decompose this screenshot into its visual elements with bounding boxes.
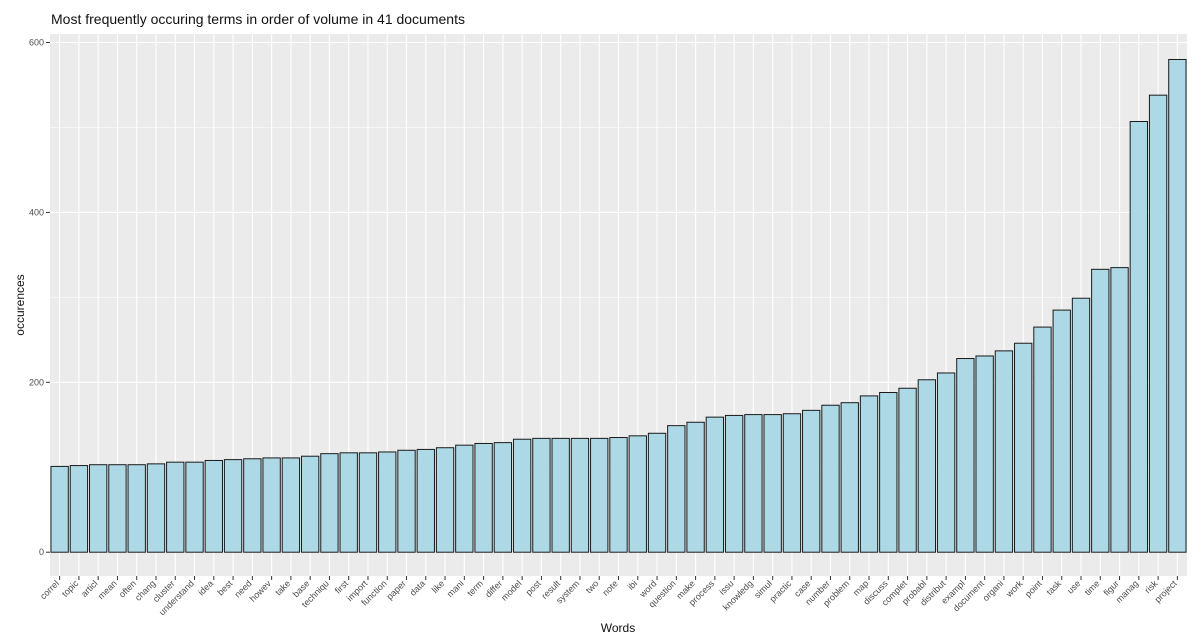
bar-often xyxy=(127,464,146,553)
x-tick-label: paper xyxy=(385,578,408,601)
bar-note xyxy=(609,437,628,553)
bar-issu xyxy=(724,414,744,553)
bar-document xyxy=(975,355,994,553)
bar-complet xyxy=(898,387,917,553)
bar-probabl xyxy=(917,379,937,553)
bar-correl xyxy=(50,465,69,553)
chart-title: Most frequently occuring terms in order … xyxy=(51,11,465,27)
bar-post xyxy=(532,437,551,553)
y-tick-label: 600 xyxy=(29,37,44,47)
bar-number xyxy=(821,404,840,553)
bar-work xyxy=(1014,342,1033,553)
bar-problem xyxy=(840,402,859,553)
bar-manag xyxy=(1129,121,1148,553)
bar-question xyxy=(667,425,686,553)
bar-howev xyxy=(262,457,281,553)
x-tick-label: point xyxy=(1023,578,1044,599)
x-tick-label: time xyxy=(1083,578,1102,597)
x-tick-label: mean xyxy=(96,578,119,601)
bar-figur xyxy=(1110,267,1129,553)
bar-word xyxy=(647,432,667,553)
bar-data xyxy=(416,448,435,553)
bar-differ xyxy=(493,442,513,553)
bar-idea xyxy=(204,459,223,553)
bar-import xyxy=(358,452,378,553)
bar-layer xyxy=(50,58,1187,553)
y-tick-label: 200 xyxy=(29,377,44,387)
x-tick-label: note xyxy=(600,578,619,597)
bar-system xyxy=(570,437,590,553)
x-tick-label: task xyxy=(1044,578,1063,597)
x-tick-label: use xyxy=(1065,578,1082,595)
bar-topic xyxy=(69,465,89,553)
bar-function xyxy=(378,451,397,553)
x-tick-label: practic xyxy=(768,578,794,604)
bar-discuss xyxy=(879,392,898,553)
x-tick-label: best xyxy=(215,578,234,597)
bar-risk xyxy=(1148,94,1168,553)
bar-practic xyxy=(782,413,802,553)
bar-chang xyxy=(146,463,166,553)
x-tick-label: topic xyxy=(60,578,81,599)
bar-paper xyxy=(397,449,416,553)
bar-cluster xyxy=(166,461,185,553)
x-tick-label: idea xyxy=(196,578,215,597)
y-axis-title: occurences xyxy=(13,274,27,336)
bar-mani xyxy=(455,444,474,553)
bar-like xyxy=(435,447,455,553)
x-tick-label: term xyxy=(465,578,485,598)
bar-task xyxy=(1052,309,1071,553)
bar-project xyxy=(1168,58,1187,553)
bar-take xyxy=(281,457,301,553)
bar-techniqu xyxy=(320,453,339,553)
bar-process xyxy=(705,416,725,553)
bar-mean xyxy=(108,464,127,553)
bar-map xyxy=(859,395,879,553)
x-tick-label: correl xyxy=(38,578,61,601)
bar-ibi xyxy=(628,435,647,553)
bar-case xyxy=(802,409,821,553)
x-tick-label: data xyxy=(408,578,427,597)
bar-simul xyxy=(763,414,782,553)
bar-first xyxy=(339,452,358,553)
x-tick-label: work xyxy=(1003,578,1025,600)
bar-best xyxy=(223,459,243,553)
bar-point xyxy=(1033,326,1052,553)
bar-term xyxy=(474,442,493,553)
x-tick-label: mani xyxy=(445,578,466,599)
bar-use xyxy=(1071,297,1091,553)
x-tick-label: model xyxy=(499,578,523,602)
y-tick-label: 400 xyxy=(29,207,44,217)
x-tick-label: take xyxy=(273,578,292,597)
bar-make xyxy=(686,421,705,553)
y-tick-label: 0 xyxy=(39,547,44,557)
bar-result xyxy=(551,437,570,553)
bar-exampl xyxy=(956,358,975,553)
x-tick-label: two xyxy=(584,578,601,595)
bar-distribut xyxy=(936,372,956,553)
bar-base xyxy=(300,455,320,553)
x-tick-label: organi xyxy=(981,578,1006,603)
bar-time xyxy=(1091,268,1110,553)
x-tick-label: howev xyxy=(248,578,274,604)
bar-model xyxy=(512,438,532,553)
bar-need xyxy=(243,458,262,553)
x-axis-title: Words xyxy=(600,621,636,635)
bar-organi xyxy=(994,350,1014,553)
bar-articl xyxy=(89,464,108,553)
bar-knowledg xyxy=(744,414,763,553)
x-tick-label: project xyxy=(1153,578,1180,605)
bar-two xyxy=(590,437,609,553)
bar-understand xyxy=(185,461,204,553)
x-tick-label: ibi xyxy=(626,578,639,591)
